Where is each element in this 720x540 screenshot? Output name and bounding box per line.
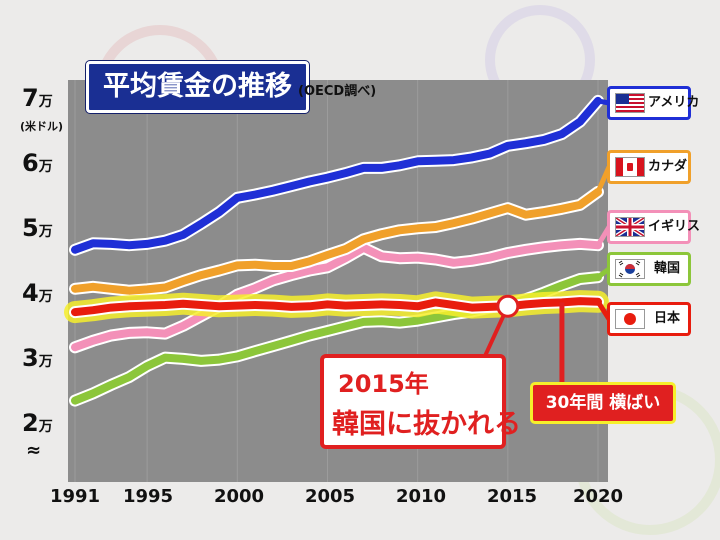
x-tick-label: 2015	[486, 486, 538, 507]
legend-label: イギリス	[648, 219, 701, 234]
callout-korea-overtakes: 2015年 韓国に抜かれる	[320, 354, 521, 449]
x-tick-label: 2010	[395, 486, 447, 507]
legend-entry-uk: イギリス	[607, 210, 701, 244]
x-tick-label: 2020	[572, 486, 624, 507]
chart-title: 平均賃金の推移	[86, 61, 309, 113]
legend-entry-japan: 日本	[607, 302, 691, 336]
legend-label: カナダ	[648, 159, 688, 174]
korea-flag-icon	[615, 259, 645, 279]
japan-flag-icon	[615, 309, 645, 329]
legend-connectors	[595, 98, 612, 321]
korea-overtake-marker	[496, 294, 520, 318]
chart-source: (OECD調べ)	[298, 84, 377, 99]
legend-entry-canada: カナダ	[607, 150, 691, 184]
x-tick-label: 2000	[213, 486, 265, 507]
canada-flag-icon	[615, 157, 645, 177]
y-tick-label: 2万	[22, 409, 53, 437]
y-tick-label: 5万	[22, 214, 53, 242]
x-tick-label: 1995	[122, 486, 174, 507]
series-line-canada	[71, 187, 602, 295]
legend-entry-korea: 韓国	[607, 252, 691, 286]
y-axis-unit: (米ドル)	[20, 120, 64, 133]
legend-label: 韓国	[653, 261, 680, 276]
legend-label: 日本	[653, 311, 680, 326]
y-tick-label: 3万	[22, 344, 53, 372]
series-line-usa	[71, 96, 602, 254]
us-flag-icon	[615, 93, 645, 113]
series-line-uk	[71, 239, 602, 352]
legend-label: アメリカ	[648, 95, 700, 110]
legend-entry-usa: アメリカ	[607, 86, 700, 120]
annotation-markers	[483, 294, 565, 384]
y-tick-label: 7万	[22, 84, 53, 112]
callout-text: 韓国に抜かれる	[332, 409, 521, 440]
y-tick-label: 6万	[22, 149, 53, 177]
y-tick-label: 4万	[22, 279, 53, 307]
callout-japan-flat: 30年間 横ばい	[530, 382, 676, 424]
uk-flag-icon	[615, 217, 645, 237]
axis-break-mark: ≈	[26, 440, 42, 461]
x-tick-label: 2005	[304, 486, 356, 507]
x-tick-label: 1991	[49, 486, 101, 507]
callout-year: 2015年	[338, 370, 429, 398]
